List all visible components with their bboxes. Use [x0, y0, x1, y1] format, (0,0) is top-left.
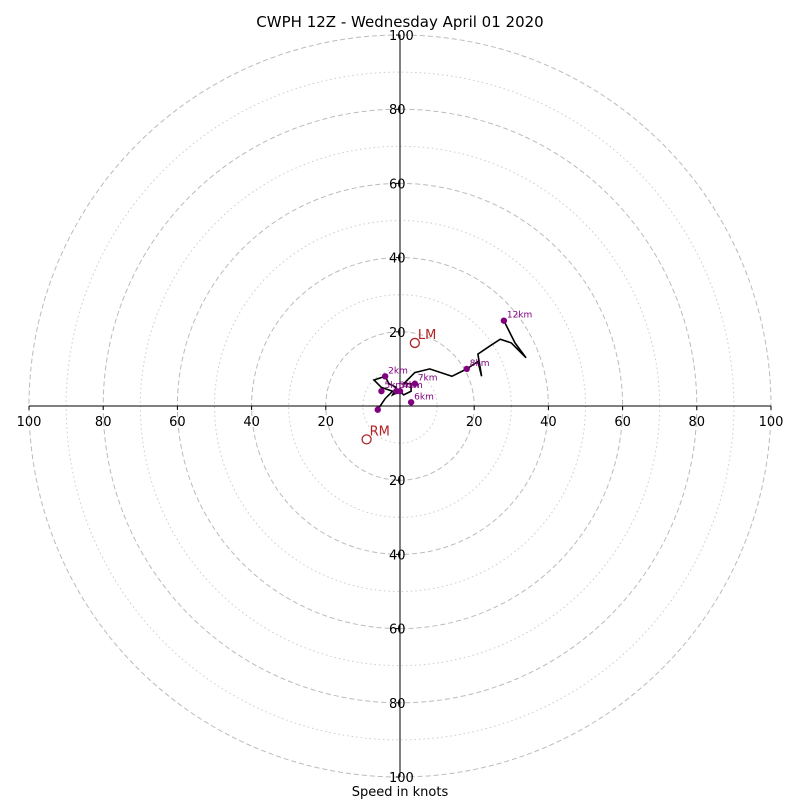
height-marker-label: 2km — [388, 366, 408, 376]
y-tick-label: 80 — [389, 697, 406, 712]
height-marker-point — [500, 317, 508, 324]
y-tick-label: 20 — [389, 474, 406, 489]
tick-labels: 100 80 60 40 20 20 40 60 80 100 100 80 60 40 20 20 40 60 8… — [17, 29, 784, 786]
y-tick-label: 100 — [389, 29, 414, 44]
height-marker-label: 7km — [418, 374, 438, 384]
height-marker-point — [407, 399, 415, 406]
x-tick-label: 100 — [17, 415, 42, 430]
height-marker-label: 5km — [384, 381, 404, 391]
hodograph-line — [372, 320, 527, 411]
x-tick-label: 40 — [540, 415, 557, 430]
y-tick-label: 40 — [389, 548, 406, 563]
storm-motion-lm-point — [409, 337, 420, 349]
height-marker-label: 8km — [470, 359, 490, 369]
y-tick-label: 20 — [389, 326, 406, 341]
height-marker-point — [463, 365, 470, 373]
storm-motion-markers: LM RM — [361, 328, 436, 445]
height-marker-point — [374, 406, 381, 413]
x-tick-label: 100 — [759, 415, 784, 430]
height-marker-label: 6km — [414, 392, 434, 402]
storm-motion-rm-point — [361, 434, 372, 445]
height-marker-label: 12km — [507, 311, 532, 321]
storm-motion-lm-label: LM — [418, 328, 436, 343]
y-tick-label: 40 — [389, 252, 406, 267]
height-marker-label: 3km — [399, 381, 419, 391]
x-tick-label: 80 — [95, 415, 112, 430]
axes — [29, 35, 771, 777]
height-marker-point — [378, 387, 385, 395]
x-tick-label: 20 — [466, 415, 483, 430]
storm-motion-rm-label: RM — [370, 424, 390, 439]
x-axis-label: Speed in knots — [352, 785, 449, 800]
x-tick-label: 60 — [169, 415, 186, 430]
x-tick-label: 40 — [243, 415, 260, 430]
y-tick-label: 60 — [389, 177, 406, 192]
x-tick-label: 60 — [614, 415, 631, 430]
height-marker-point — [381, 373, 389, 380]
x-tick-label: 80 — [689, 415, 706, 430]
chart-title: CWPH 12Z - Wednesday April 01 2020 — [256, 13, 543, 31]
y-tick-label: 60 — [389, 623, 406, 638]
height-markers: 2km3km4km5km6km7km8km12km — [374, 311, 532, 413]
y-tick-label: 80 — [389, 103, 406, 118]
height-marker-point — [396, 387, 404, 395]
height-marker-point — [411, 380, 419, 387]
x-tick-label: 20 — [318, 415, 335, 430]
y-tick-label: 100 — [389, 771, 414, 786]
